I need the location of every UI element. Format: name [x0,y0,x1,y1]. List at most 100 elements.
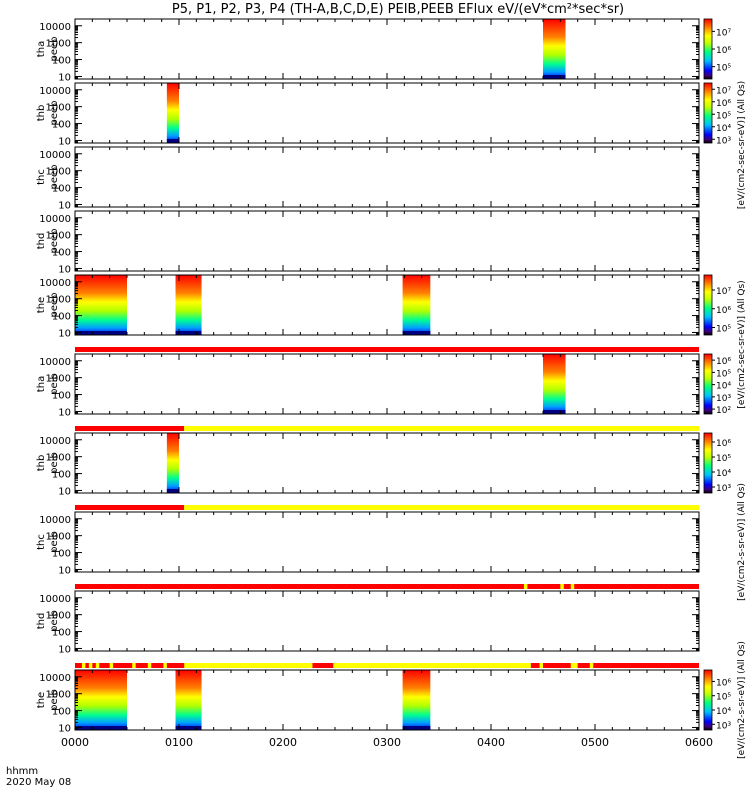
colorbar-axis-title-2: [eV/(cm2-s-sr-eV)] (All Qs) [737,483,747,601]
panel-label-thd-peib-product: peib [49,610,60,632]
ytick-label-tha-peib-2: 1000 [46,374,71,385]
mode-bar-4-seg-10 [539,663,543,668]
colorbar-thb-peeb [703,82,713,144]
colorbar-tha-peeb [703,18,713,80]
panel-label-thb-peeb-probe: thb [36,105,47,122]
ytick-label-thd-peeb-2: 1000 [46,231,71,242]
ytick-label-tha-peib-3: 10000 [39,357,71,368]
x-axis: 0000 0100 0200 0300 0400 0500 0600 [61,736,713,749]
colorbar-label-thb-peib-1: 10⁴ [716,469,731,479]
panel-thd-peib: 10 100 1000 10000 thd peib [36,590,700,655]
panel-the-peeb: 10 100 1000 10000 the peeb 10⁵ 10⁶ 10⁷ [36,274,731,339]
ytick-label-thb-peib-0: 10 [58,486,71,497]
panel-tha-peib: 10 100 1000 10000 tha peib 10² 10³ 10⁴ 10⁵ 10⁶ [36,353,731,418]
mode-bar-3-seg-2 [560,584,564,589]
mode-bar-4-seg-4 [109,663,114,668]
burst-thb-peeb-0 [166,83,179,143]
panel-label-thc-peib-probe: thc [36,534,47,550]
panel-frame-thd-peib [74,590,700,652]
x-tick-label-0200: 0200 [269,736,297,749]
mode-bar-4-seg-7 [163,663,167,668]
colorbar-label-the-peeb-1: 10⁶ [716,306,731,316]
panel-frame-thd-peeb [74,210,700,272]
mode-bar-4-seg-2 [88,663,93,668]
burst-base-thb-peib-0 [166,489,179,493]
mode-bar-1-seg-1 [184,426,699,431]
ytick-label-thc-peib-2: 1000 [46,532,71,543]
ytick-label-tha-peeb-0: 10 [58,72,71,83]
ytick-label-thc-peeb-1: 100 [52,184,71,195]
panel-label-the-peib-product: peib [49,689,60,711]
ytick-label-thd-peib-0: 10 [58,644,71,655]
x-tick-label-0600: 0600 [685,736,713,749]
colorbar-label-thb-peib-3: 10⁶ [716,439,731,449]
burst-base-the-peib-0 [75,726,127,730]
panel-frame-the-peeb [74,274,700,336]
panel-label-tha-peib-probe: tha [36,376,47,392]
ytick-label-thc-peeb-2: 1000 [46,167,71,178]
ytick-label-thb-peeb-2: 1000 [46,103,71,114]
panel-thd-peeb: 10 100 1000 10000 thd peeb [36,210,700,275]
panel-thc-peib: 10 100 1000 10000 thc peib [36,511,700,576]
ytick-label-thd-peib-3: 10000 [39,594,71,605]
ytick-label-thd-peeb-0: 10 [58,264,71,275]
x-tick-label-0300: 0300 [373,736,401,749]
colorbar-the-peeb [703,274,713,336]
ytick-label-thb-peeb-3: 10000 [39,86,71,97]
ytick-label-thc-peib-3: 10000 [39,515,71,526]
ytick-label-thd-peib-2: 1000 [46,611,71,622]
ytick-label-thd-peib-1: 100 [52,628,71,639]
colorbar-label-thb-peeb-0: 10³ [716,136,731,146]
burst-base-the-peeb-0 [75,331,127,335]
mode-bar-3-seg-0 [75,584,699,589]
colorbar-label-the-peeb-0: 10⁵ [716,325,731,335]
burst-base-tha-peeb-0 [543,75,566,79]
panel-label-thd-peib-probe: thd [36,613,47,630]
colorbar-label-thb-peeb-1: 10⁴ [716,124,731,134]
ytick-label-the-peeb-2: 1000 [46,295,71,306]
colorbar-label-tha-peeb-1: 10⁶ [716,46,731,56]
panel-the-peib: 10 100 1000 10000 the peib 10³ 10⁴ 10⁵ 10⁶ [36,669,731,734]
colorbar-label-the-peeb-2: 10⁷ [716,287,731,297]
burst-the-peeb-0 [75,275,127,335]
colorbar-label-thb-peeb-2: 10⁵ [716,111,731,121]
panel-label-thd-peeb-probe: thd [36,233,47,250]
burst-the-peeb-2 [402,275,431,335]
colorbar-axis-title-3: [eV/(cm2-s-sr-eV)] (All Qs) [737,641,747,759]
colorbar-label-tha-peib-2: 10⁴ [716,382,731,392]
ytick-label-thc-peeb-0: 10 [58,200,71,211]
mode-bar-4-seg-5 [132,663,136,668]
colorbar-the-peib [703,669,713,731]
ytick-label-thb-peib-3: 10000 [39,436,71,447]
colorbar-label-tha-peib-1: 10³ [716,394,731,404]
x-tick-label-0500: 0500 [581,736,609,749]
mode-bar-0-seg-0 [75,347,699,352]
colorbar-label-tha-peib-3: 10⁵ [716,369,731,379]
mode-bar-4-seg-6 [147,663,152,668]
burst-base-the-peib-2 [402,726,431,730]
colorbar-label-the-peib-3: 10⁶ [716,678,731,688]
ytick-label-the-peib-2: 1000 [46,690,71,701]
ytick-label-the-peib-3: 10000 [39,673,71,684]
panel-label-the-peeb-probe: the [36,297,47,313]
colorbar-label-the-peib-0: 10³ [716,721,731,731]
panel-frame-thc-peib [74,511,700,573]
mode-bar-2-seg-1 [184,505,699,510]
panel-label-tha-peib-product: peib [49,373,60,395]
burst-the-peib-2 [402,670,431,730]
ytick-label-tha-peeb-3: 10000 [39,22,71,33]
ytick-label-thd-peeb-1: 100 [52,248,71,259]
panel-frame-tha-peib [74,353,700,415]
panel-thb-peeb: 10 100 1000 10000 thb peeb 10³ 10⁴ 10⁵ 10⁶ 10⁷ [36,82,731,147]
panel-thb-peib: 10 100 1000 10000 thb peib 10³ 10⁴ 10⁵ 10⁶ [36,432,731,497]
burst-base-the-peeb-1 [175,331,202,335]
mode-bar-1-seg-0 [75,426,185,431]
ytick-label-thb-peib-2: 1000 [46,453,71,464]
panel-thc-peeb: 10 100 1000 10000 thc peeb [36,146,700,211]
mode-bar-2-seg-0 [75,505,185,510]
burst-tha-peeb-0 [543,19,566,79]
mode-bar-3-seg-3 [570,584,575,589]
colorbar-label-thb-peib-0: 10³ [716,484,731,494]
